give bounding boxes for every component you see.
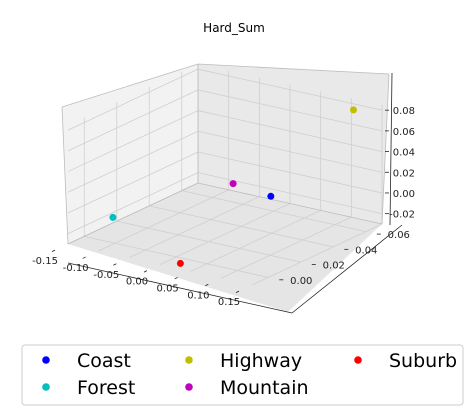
grid-line-z-back-3 bbox=[197, 110, 383, 152]
back-wall-left-pane bbox=[62, 64, 198, 244]
grid-line-z-back-5 bbox=[197, 68, 383, 111]
legend-box bbox=[21, 344, 464, 406]
x-tick-0 bbox=[51, 249, 56, 252]
y-tick-label-2: 0.04 bbox=[355, 245, 377, 256]
z-tick-label-5: 0.08 bbox=[393, 106, 415, 117]
axis-tick-labels: -0.15 -0.10 -0.05 0.00 0.05 0.10 0.15 0.00 0.02 0… bbox=[32, 106, 415, 308]
x-tick-6 bbox=[235, 290, 240, 293]
z-tick-label-4: 0.06 bbox=[393, 127, 415, 138]
grid-line-y-floor-0 bbox=[84, 235, 269, 278]
point-coast bbox=[267, 192, 275, 200]
grid-line-z-back-0 bbox=[197, 172, 383, 215]
x-tick-3 bbox=[143, 270, 148, 273]
point-mountain bbox=[229, 180, 237, 188]
y-axis-line bbox=[291, 224, 403, 314]
right-pane-edge bbox=[381, 73, 390, 225]
x-tick-label-3: 0.00 bbox=[126, 277, 148, 288]
x-tick-5 bbox=[205, 283, 209, 287]
point-forest bbox=[109, 213, 117, 221]
pane-edges-bottom bbox=[67, 182, 383, 245]
x-tick-label-4: 0.05 bbox=[157, 283, 179, 294]
grid-line-z-side-4 bbox=[67, 89, 199, 152]
z-axis-line bbox=[389, 72, 393, 226]
grid-line-y-floor-3 bbox=[181, 190, 366, 233]
chart-title: Hard_Sum bbox=[203, 21, 265, 35]
grid-line-z-back-1 bbox=[197, 151, 383, 194]
grid-line-x-floor-4 bbox=[190, 209, 321, 272]
grid-line-z-back-2 bbox=[197, 130, 383, 173]
x-tick-label-5: 0.10 bbox=[187, 290, 209, 301]
legend-marker-coast bbox=[42, 356, 50, 364]
legend-marker-suburb bbox=[354, 356, 362, 364]
legend-label-coast: Coast bbox=[77, 350, 131, 372]
x-tick-label-2: -0.05 bbox=[93, 270, 119, 281]
z-tick-label-0: -0.02 bbox=[389, 210, 415, 221]
legend-label-forest: Forest bbox=[77, 377, 135, 399]
data-points bbox=[109, 106, 357, 267]
x-tick-2 bbox=[113, 263, 117, 266]
axis-ticks bbox=[51, 109, 389, 293]
x-tick-label-1: -0.10 bbox=[63, 263, 89, 274]
grid-line-z-side-2 bbox=[67, 130, 199, 193]
grid-line-x-floor-6 bbox=[251, 223, 383, 286]
z-tick-label-2: 0.02 bbox=[393, 168, 415, 179]
legend-marker-mountain bbox=[185, 383, 193, 391]
grid-line-y-floor-2 bbox=[149, 205, 334, 248]
z-tick-label-3: 0.04 bbox=[393, 148, 415, 159]
grid-line-z-side-5 bbox=[67, 68, 199, 131]
floor-pane bbox=[68, 183, 382, 312]
legend-label-highway: Highway bbox=[220, 350, 302, 372]
point-suburb bbox=[176, 259, 184, 267]
x-tick-1 bbox=[82, 256, 86, 259]
y-tick-label-0: 0.00 bbox=[290, 276, 312, 287]
x-axis-line bbox=[67, 262, 293, 314]
left-pane-edge bbox=[61, 106, 69, 245]
grid-line-x-floor-2 bbox=[129, 196, 260, 259]
x-tick-label-0: -0.15 bbox=[32, 256, 58, 267]
legend: Coast Forest Highway Mountain Suburb bbox=[21, 344, 464, 406]
legend-marker-forest bbox=[42, 383, 50, 391]
grid-line-x-floor-3 bbox=[159, 203, 291, 265]
grid-line-z-side-0 bbox=[67, 172, 199, 235]
y-tick-label-1: 0.02 bbox=[323, 261, 345, 272]
z-tick-label-1: 0.00 bbox=[393, 189, 415, 200]
grid-line-y-floor-1 bbox=[116, 220, 301, 263]
x-tick-label-6: 0.15 bbox=[218, 297, 240, 308]
grid-line-z-side-1 bbox=[67, 151, 199, 214]
legend-label-mountain: Mountain bbox=[220, 377, 309, 399]
legend-label-suburb: Suburb bbox=[389, 350, 457, 372]
grid-line-x-floor-1 bbox=[98, 189, 229, 252]
grid-line-z-side-3 bbox=[67, 110, 199, 172]
legend-marker-highway bbox=[185, 356, 193, 364]
y-tick-label-3: 0.06 bbox=[388, 230, 410, 241]
point-highway bbox=[349, 106, 357, 114]
grid-line-z-back-4 bbox=[197, 89, 383, 132]
x-tick-4 bbox=[174, 277, 178, 280]
grid-line-x-floor-5 bbox=[221, 216, 352, 279]
